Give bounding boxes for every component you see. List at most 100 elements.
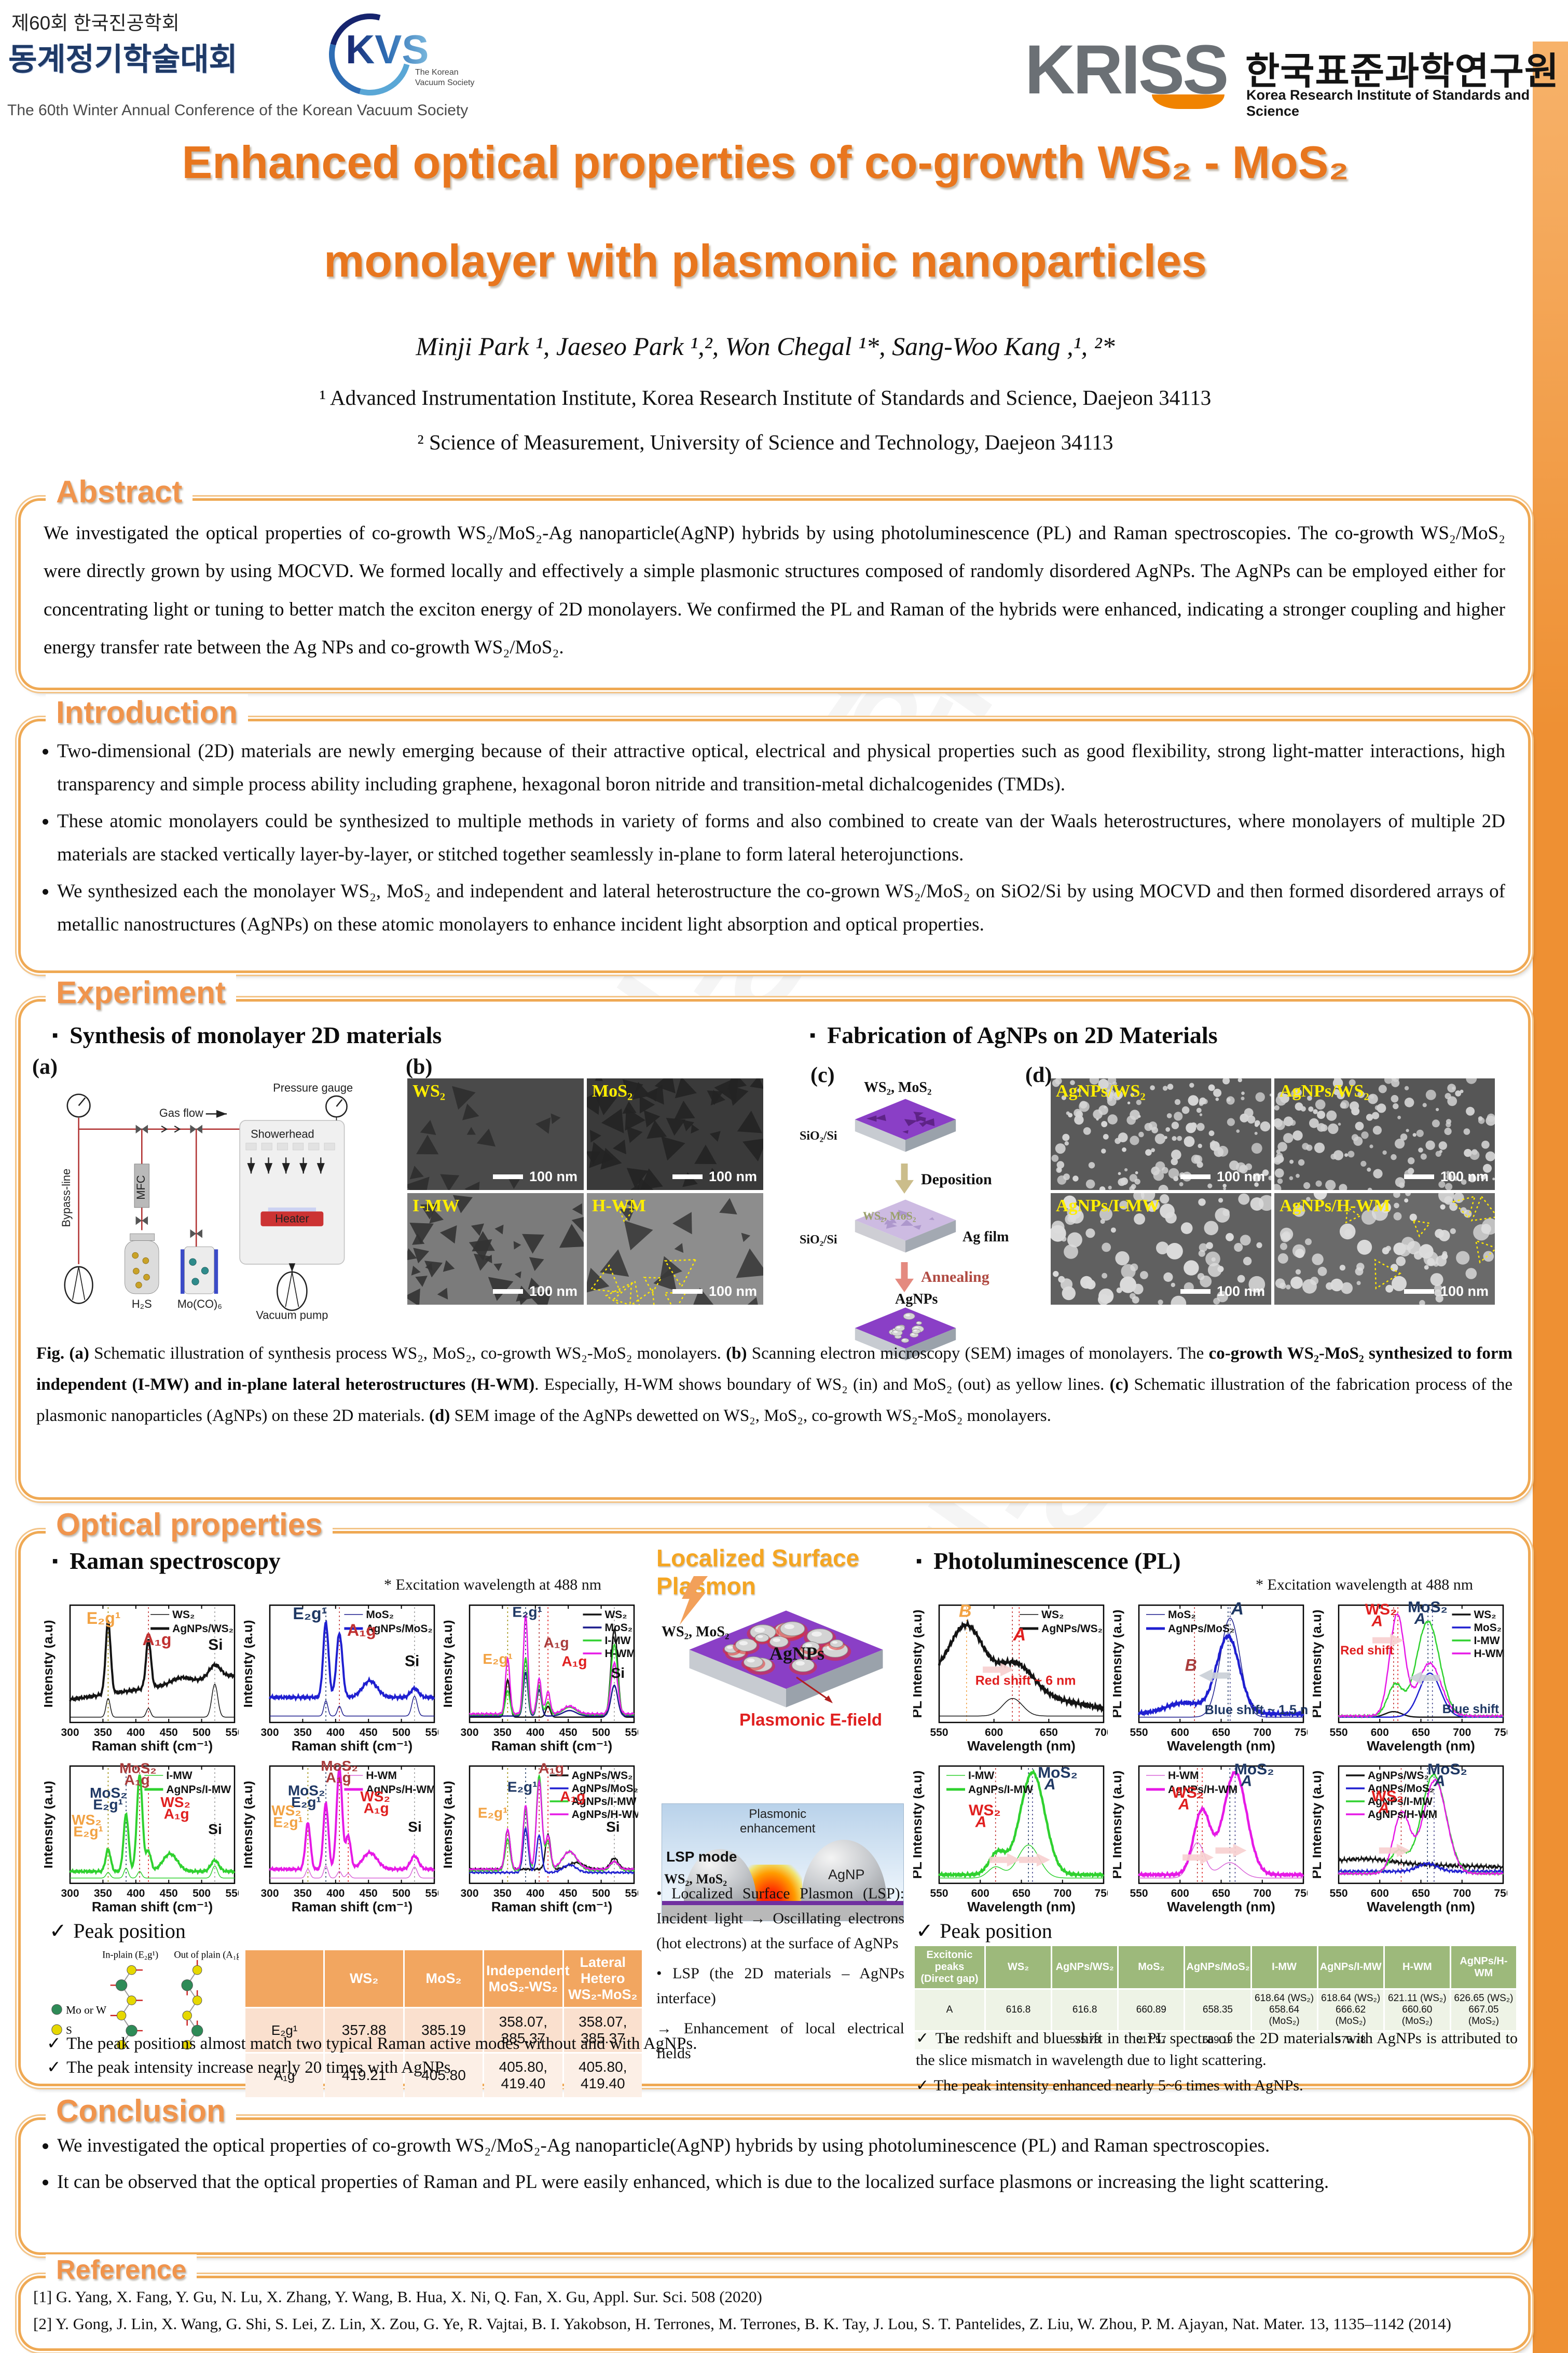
svg-text:AgNPs/H-WM: AgNPs/H-WM [366, 1784, 435, 1796]
svg-text:A: A [1231, 1600, 1244, 1619]
fabrication-schematic: WS₂, MoS₂ SiO₂/Si Deposition WS₂, MoS₂ A… [796, 1079, 1025, 1361]
pl-charts: 550600650700Wavelength (nm)PL Intensity … [913, 1600, 1507, 1917]
conference-name-en: The 60th Winter Annual Conference of the… [7, 102, 469, 119]
kvs-logo: KVS The Korean Vacuum Society [332, 11, 474, 100]
experiment-section: Experiment Synthesis of monolayer 2D mat… [18, 975, 1531, 1500]
table-header: AgNPs/H-WM [1451, 1946, 1516, 1988]
svg-text:A₁g: A₁g [364, 1800, 389, 1816]
raman-chart-mos2: 300 350 400 450 500 550 Raman shift (cm⁻¹) Inte… [244, 1600, 438, 1756]
table-cell: 618.64 (WS₂) 666.62 (MoS₂) [1318, 1990, 1383, 2030]
scale-bar: 100 nm [672, 1283, 757, 1299]
introduction-section: Introduction Two-dimensional (2D) materi… [18, 694, 1531, 973]
svg-text:300: 300 [61, 1727, 79, 1739]
svg-text:500: 500 [192, 1887, 211, 1899]
svg-text:Wavelength (nm): Wavelength (nm) [967, 1738, 1075, 1754]
svg-text:AgNPs/I-MW: AgNPs/I-MW [1368, 1796, 1433, 1808]
reference-list: [1] G. Yang, X. Fang, Y. Gu, N. Lu, X. Z… [21, 2278, 1528, 2336]
svg-text:550: 550 [625, 1887, 638, 1899]
conference-name-kr: 제60회 한국진공학회 [11, 12, 180, 34]
panel-a-label: (a) [32, 1055, 58, 1079]
experiment-title: Experiment [46, 975, 236, 1010]
kvs-logo-text: KVS [346, 26, 429, 72]
right-accent-bar [1533, 42, 1568, 2353]
svg-text:Si: Si [606, 1819, 620, 1835]
panel-c-label: (c) [810, 1063, 835, 1087]
fab-sio2-label-2: SiO₂/Si [800, 1233, 837, 1247]
svg-text:650: 650 [1040, 1727, 1058, 1739]
svg-text:A: A [1241, 1772, 1253, 1789]
list-item: We investigated the optical properties o… [57, 2129, 1505, 2163]
fabrication-heading: Fabrication of AgNPs on 2D Materials [809, 1021, 1218, 1049]
svg-text:MoS₂: MoS₂ [1408, 1600, 1448, 1616]
svg-text:400: 400 [326, 1727, 345, 1739]
svg-text:400: 400 [127, 1887, 145, 1899]
svg-text:E₂g¹: E₂g¹ [73, 1824, 103, 1840]
svg-text:Wavelength (nm): Wavelength (nm) [1167, 1899, 1275, 1914]
svg-text:650: 650 [1212, 1727, 1230, 1739]
lsp-agnps-label: AgNPs [769, 1643, 824, 1664]
sem-label: AgNPs/I-MW [1056, 1196, 1160, 1215]
svg-text:300: 300 [61, 1887, 79, 1899]
sem-label: MoS₂ [592, 1082, 633, 1101]
svg-text:A₁g: A₁g [142, 1630, 171, 1649]
svg-text:450: 450 [160, 1727, 178, 1739]
svg-text:450: 450 [160, 1887, 178, 1899]
svg-text:WS₂: WS₂ [360, 1788, 390, 1804]
lsp-2d-label-2: WS₂, MoS₂ [664, 1871, 727, 1886]
svg-text:450: 450 [559, 1727, 577, 1739]
svg-text:750: 750 [1494, 1887, 1507, 1899]
raman-chart-agnps: 300 350 400 450 500 550 Raman shift (cm⁻¹) Inte… [444, 1761, 638, 1917]
svg-text:E₂g¹: E₂g¹ [291, 1794, 321, 1810]
svg-text:WS₂: WS₂ [969, 1802, 1001, 1819]
svg-text:AgNPs/MoS₂: AgNPs/MoS₂ [572, 1783, 638, 1795]
svg-text:350: 350 [294, 1727, 312, 1739]
list-item: Two-dimensional (2D) materials are newly… [57, 735, 1505, 802]
svg-text:Red shift: Red shift [1340, 1644, 1394, 1658]
svg-text:I-MW: I-MW [166, 1770, 192, 1782]
table-row: A 616.8 616.8 660.89 658.35 618.64 (WS₂) 658.… [915, 1990, 1516, 2030]
svg-text:MoS₂: MoS₂ [1427, 1761, 1467, 1778]
svg-text:WS₂: WS₂ [1371, 1788, 1404, 1805]
svg-text:550: 550 [1130, 1887, 1148, 1899]
svg-text:600: 600 [1171, 1727, 1189, 1739]
poster-title-line1: Enhanced optical properties of co-growth… [182, 136, 1349, 188]
svg-text:MoS₂: MoS₂ [1234, 1761, 1274, 1778]
svg-text:Intensity (a.u): Intensity (a.u) [44, 1781, 56, 1868]
svg-text:450: 450 [360, 1727, 378, 1739]
svg-text:E₂g¹: E₂g¹ [293, 1604, 327, 1623]
svg-text:600: 600 [985, 1727, 1003, 1739]
table-header: AgNPs/I-MW [1318, 1946, 1383, 1988]
pl-chart-hwm: 550 600 650 700 750 Wavelength (nm) PL Intensi… [1113, 1761, 1308, 1917]
annealing-arrow [895, 1262, 914, 1292]
scale-bar: 100 nm [492, 1283, 577, 1299]
h2s-label: H₂S [132, 1297, 152, 1310]
svg-text:AgNPs/H-WM: AgNPs/H-WM [1368, 1809, 1437, 1821]
pl-chart-mos2: 550 600 650 700 750 Wavelength (nm) PL Intensi… [1113, 1600, 1308, 1756]
svg-text:350: 350 [294, 1887, 312, 1899]
sem-grid-monolayers: WS₂ 100 nm MoS₂ 100 nm I-MW 100 nm H-WM … [407, 1078, 763, 1305]
svg-text:750: 750 [1094, 1887, 1108, 1899]
svg-text:A: A [1414, 1610, 1426, 1627]
list-item: We synthesized each the monolayer WS₂, M… [57, 875, 1505, 942]
svg-text:E₂g¹: E₂g¹ [483, 1651, 513, 1667]
pl-note-1: The redshift and blue shift in the PL sp… [916, 2028, 1518, 2071]
raman-peak-position-heading: Peak position [49, 1919, 186, 1943]
svg-text:750: 750 [1294, 1727, 1308, 1739]
abstract-text: We investigated the optical properties o… [44, 523, 1505, 658]
scale-bar: 100 nm [672, 1169, 757, 1185]
table-cell: 616.8 [986, 1990, 1051, 2030]
svg-text:700: 700 [1453, 1887, 1471, 1899]
list-item: [2] Y. Gong, J. Lin, X. Wang, G. Shi, S.… [33, 2315, 1451, 2333]
svg-text:Intensity (a.u): Intensity (a.u) [244, 1620, 255, 1707]
scale-bar: 100 nm [1404, 1283, 1489, 1299]
svg-text:A₁g: A₁g [125, 1772, 150, 1788]
list-item: It can be observed that the optical prop… [57, 2166, 1505, 2199]
svg-text:A: A [1434, 1772, 1446, 1789]
svg-text:700: 700 [1094, 1727, 1108, 1739]
svg-text:E₂g¹: E₂g¹ [273, 1814, 303, 1830]
out-of-plane-label: Out of plain (A₁g) [174, 1950, 239, 1961]
scale-bar: 100 nm [1180, 1169, 1265, 1185]
svg-text:Raman shift (cm⁻¹): Raman shift (cm⁻¹) [92, 1738, 213, 1754]
svg-text:I-MW: I-MW [968, 1770, 994, 1782]
svg-text:WS₂: WS₂ [1041, 1609, 1064, 1621]
